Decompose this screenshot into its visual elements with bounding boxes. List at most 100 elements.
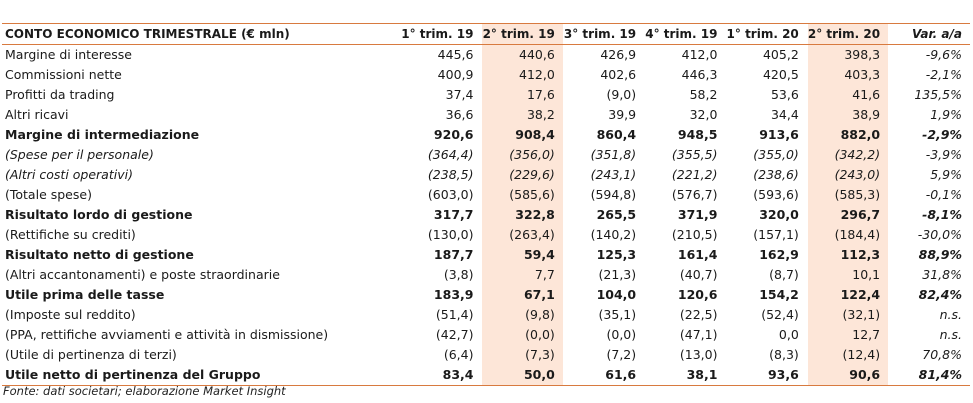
value-cell: 0,0 xyxy=(725,325,808,345)
value-cell: (342,2) xyxy=(806,145,889,165)
value-cell: (593,6) xyxy=(725,185,808,205)
row-label: Margine di interesse xyxy=(5,47,132,62)
value-cell: 371,9 xyxy=(644,205,726,225)
value-cell: 10,1 xyxy=(806,265,889,285)
value-cell: (210,5) xyxy=(644,225,726,245)
value-cell: (13,0) xyxy=(644,345,726,365)
column-header: 1° trim. 19 xyxy=(400,23,482,45)
table-row: Utile netto di pertinenza del Gruppo 83,4… xyxy=(2,365,970,386)
value-cell: (9,0) xyxy=(562,85,645,105)
row-label: (Rettifiche su crediti) xyxy=(5,227,136,242)
table-row: (Altri accantonamenti) e poste straordin… xyxy=(2,265,970,285)
value-cell: (7,2) xyxy=(562,345,645,365)
value-cell: 420,5 xyxy=(725,65,808,85)
yoy-change-cell: -3,9% xyxy=(888,145,970,165)
value-cell: 405,2 xyxy=(725,44,808,65)
value-cell: (0,0) xyxy=(481,325,564,345)
value-cell: (6,4) xyxy=(400,345,482,365)
value-cell: 913,6 xyxy=(725,125,808,145)
value-cell: 412,0 xyxy=(644,44,726,65)
yoy-change-cell: n.s. xyxy=(888,325,970,345)
yoy-change-cell: 31,8% xyxy=(888,265,970,285)
value-cell: 125,3 xyxy=(562,245,645,265)
column-header: Var. a/a xyxy=(888,23,970,45)
value-cell: 402,6 xyxy=(562,65,645,85)
table-row: (Rettifiche su crediti) (130,0) (263,4) (14… xyxy=(2,225,970,245)
yoy-change-cell: 81,4% xyxy=(888,365,970,386)
value-cell: 296,7 xyxy=(806,205,889,225)
value-cell: 265,5 xyxy=(562,205,645,225)
value-cell: (40,7) xyxy=(644,265,726,285)
value-cell: 38,2 xyxy=(481,105,564,125)
source-footnote: Fonte: dati societari; elaborazione Mark… xyxy=(3,384,286,398)
row-label: (Altri costi operativi) xyxy=(5,167,133,182)
value-cell: (184,4) xyxy=(806,225,889,245)
value-cell: 32,0 xyxy=(644,105,726,125)
value-cell: (585,3) xyxy=(806,185,889,205)
value-cell: (3,8) xyxy=(400,265,482,285)
value-cell: 400,9 xyxy=(400,65,482,85)
value-cell: 61,6 xyxy=(562,365,645,386)
value-cell: 7,7 xyxy=(481,265,564,285)
row-label: (Spese per il personale) xyxy=(5,147,154,162)
row-label: (PPA, rettifiche avviamenti e attività i… xyxy=(5,327,329,342)
value-cell: (12,4) xyxy=(806,345,889,365)
yoy-change-cell: -8,1% xyxy=(888,205,970,225)
row-label: (Imposte sul reddito) xyxy=(5,307,136,322)
yoy-change-cell: 1,9% xyxy=(888,105,970,125)
value-cell: 446,3 xyxy=(644,65,726,85)
value-cell: (351,8) xyxy=(562,145,645,165)
table-header-row: CONTO ECONOMICO TRIMESTRALE (€ mln) 1° tr… xyxy=(2,23,970,45)
table-row: Risultato lordo di gestione 317,7 322,8 265… xyxy=(2,205,970,225)
value-cell: 183,9 xyxy=(400,285,482,305)
row-label: (Totale spese) xyxy=(5,187,92,202)
value-cell: 154,2 xyxy=(725,285,808,305)
yoy-change-cell: n.s. xyxy=(888,305,970,325)
value-cell: 320,0 xyxy=(725,205,808,225)
value-cell: 908,4 xyxy=(481,125,564,145)
table-row: Commissioni nette 400,9 412,0 402,6 446,3 420… xyxy=(2,65,970,85)
value-cell: 412,0 xyxy=(481,65,564,85)
value-cell: (42,7) xyxy=(400,325,482,345)
value-cell: (263,4) xyxy=(481,225,564,245)
value-cell: (221,2) xyxy=(644,165,726,185)
table-row: (Spese per il personale) (364,4) (356,0) (3… xyxy=(2,145,970,165)
value-cell: (229,6) xyxy=(481,165,564,185)
value-cell: 920,6 xyxy=(400,125,482,145)
table-title: CONTO ECONOMICO TRIMESTRALE (€ mln) xyxy=(2,23,401,45)
yoy-change-cell: -30,0% xyxy=(888,225,970,245)
value-cell: (22,5) xyxy=(644,305,726,325)
value-cell: 120,6 xyxy=(644,285,726,305)
table-row: (Altri costi operativi) (238,5) (229,6) (24… xyxy=(2,165,970,185)
value-cell: (7,3) xyxy=(481,345,564,365)
row-label: Risultato lordo di gestione xyxy=(5,207,193,222)
value-cell: (585,6) xyxy=(481,185,564,205)
row-label: Commissioni nette xyxy=(5,67,122,82)
row-label: Profitti da trading xyxy=(5,87,115,102)
value-cell: (355,0) xyxy=(725,145,808,165)
value-cell: (243,1) xyxy=(562,165,645,185)
table-row: (Utile di pertinenza di terzi) (6,4) (7,3)… xyxy=(2,345,970,365)
value-cell: (355,5) xyxy=(644,145,726,165)
value-cell: 426,9 xyxy=(562,44,645,65)
value-cell: 104,0 xyxy=(562,285,645,305)
value-cell: (35,1) xyxy=(562,305,645,325)
value-cell: 39,9 xyxy=(562,105,645,125)
income-table: CONTO ECONOMICO TRIMESTRALE (€ mln) 1° tr… xyxy=(2,23,970,386)
table-row: Margine di intermediazione 920,6 908,4 860,… xyxy=(2,125,970,145)
value-cell: (47,1) xyxy=(644,325,726,345)
value-cell: 317,7 xyxy=(400,205,482,225)
row-label: Utile prima delle tasse xyxy=(5,287,165,302)
value-cell: (9,8) xyxy=(481,305,564,325)
value-cell: (243,0) xyxy=(806,165,889,185)
value-cell: 38,1 xyxy=(644,365,726,386)
row-label: (Utile di pertinenza di terzi) xyxy=(5,347,177,362)
value-cell: 34,4 xyxy=(725,105,808,125)
value-cell: 59,4 xyxy=(481,245,564,265)
table-row: Profitti da trading 37,4 17,6 (9,0) 58,2 53,6… xyxy=(2,85,970,105)
value-cell: 398,3 xyxy=(806,44,889,65)
value-cell: (594,8) xyxy=(562,185,645,205)
value-cell: 882,0 xyxy=(806,125,889,145)
yoy-change-cell: 70,8% xyxy=(888,345,970,365)
table-row: Risultato netto di gestione 187,7 59,4 125,… xyxy=(2,245,970,265)
